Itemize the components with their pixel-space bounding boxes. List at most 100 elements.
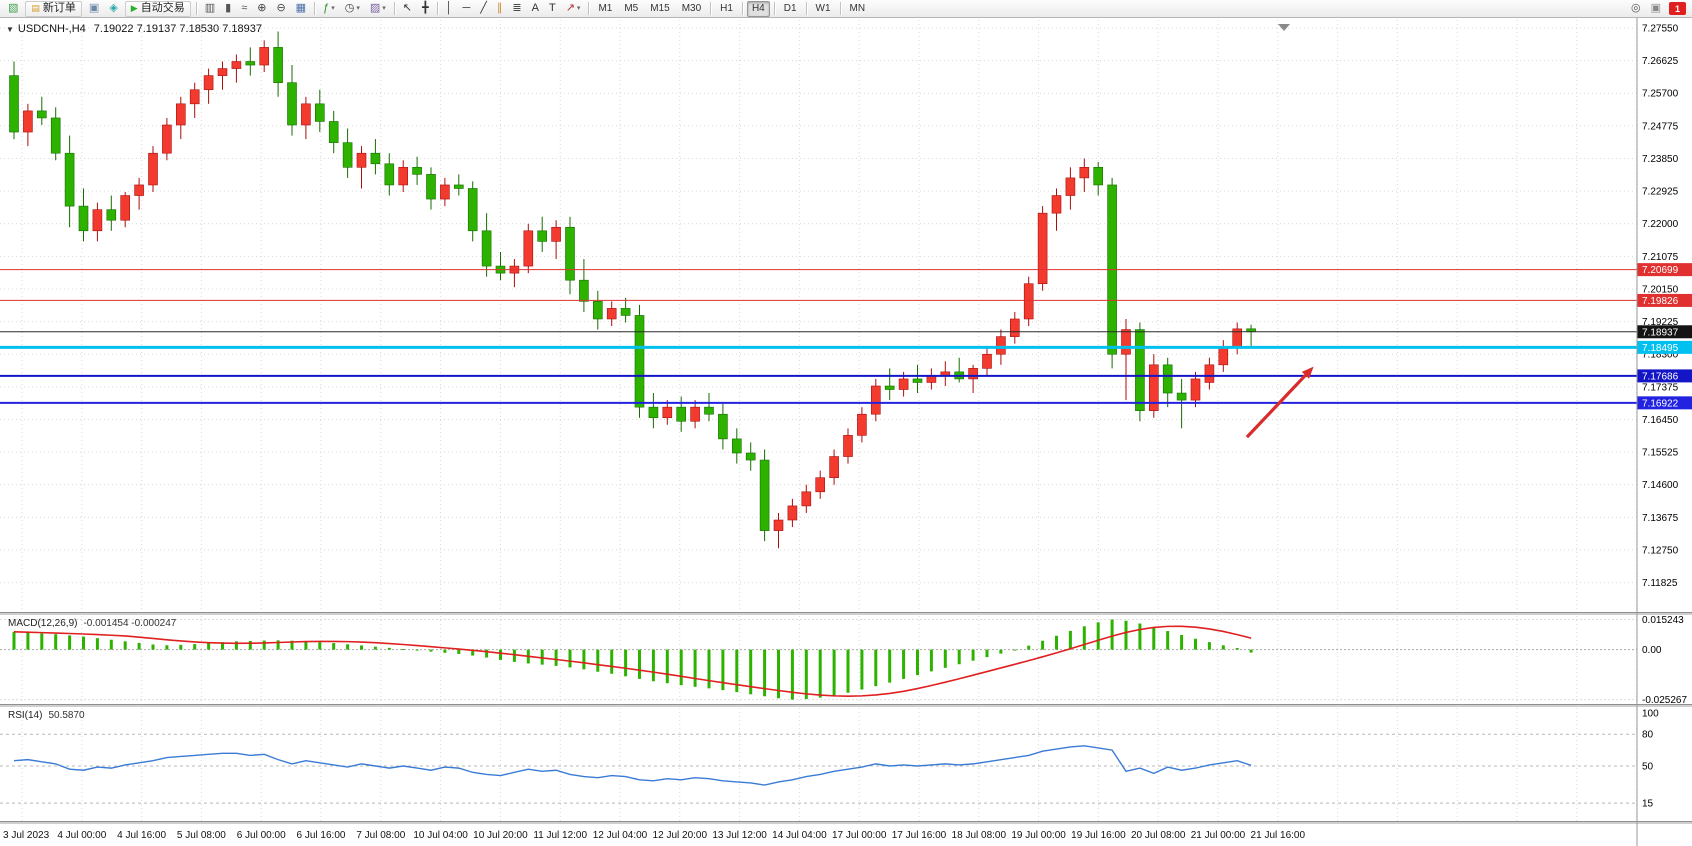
macd-histogram-bar (651, 649, 655, 682)
candle-body (384, 163, 395, 186)
chat-icon[interactable]: ▣ (1650, 2, 1661, 14)
macd-histogram-bar (1235, 648, 1239, 650)
chart-shift-marker[interactable] (1278, 24, 1290, 31)
arrow-annotation[interactable] (1245, 374, 1307, 439)
toolbar-separator (588, 2, 590, 15)
candle-body (426, 174, 436, 200)
candle-body (745, 452, 756, 461)
candle-body (203, 75, 214, 91)
macd-histogram-bar (1166, 631, 1170, 650)
periods-button-dropdown-icon[interactable]: ▾ (356, 5, 360, 12)
tile-windows-icon[interactable]: ▦ (295, 2, 307, 14)
macd-histogram-bar (1207, 642, 1211, 650)
timeframe-m1[interactable]: M1 (598, 2, 613, 14)
candle-body (676, 406, 687, 422)
candle-body (1023, 283, 1034, 320)
candlestick-chart-icon[interactable]: ▮ (225, 2, 232, 14)
candle-body (1065, 177, 1076, 196)
price-badge (1637, 369, 1692, 383)
macd-histogram-bar (193, 644, 197, 650)
macd-histogram-bar (457, 649, 461, 654)
indicators-button[interactable]: ƒ ▾ (323, 2, 335, 14)
price-badge (1637, 325, 1692, 339)
macd-axis-label: 0.015243 (1642, 615, 1684, 626)
new-chart-icon[interactable]: ▧ (8, 2, 19, 14)
macd-histogram-bar (1194, 638, 1197, 650)
arrows-icon[interactable]: ↗ ▾ (565, 2, 581, 14)
crosshair-icon[interactable]: ╋ (421, 2, 429, 14)
time-axis-label: 11 Jul 12:00 (533, 830, 587, 841)
time-axis-label: 12 Jul 20:00 (653, 830, 708, 841)
autotrading-button-label: 自动交易 (140, 2, 185, 14)
vertical-line-icon[interactable]: │ (445, 2, 453, 14)
line-chart-icon[interactable]: ≈ (241, 2, 248, 14)
chart-windows-icon[interactable]: ▣ (88, 2, 100, 14)
zoom-in-icon[interactable]: ⊕ (257, 2, 267, 14)
candle-body (481, 230, 492, 267)
candle-body (189, 89, 200, 105)
macd-histogram-bar (387, 647, 391, 650)
macd-histogram-bar (443, 649, 447, 653)
price-axis-label: 7.20150 (1642, 284, 1679, 295)
equidistant-channel-icon[interactable]: ∥ (496, 2, 503, 14)
metaeditor-icon[interactable]: ◈ (109, 2, 118, 14)
timeframe-h4[interactable]: H4 (746, 0, 770, 17)
macd-histogram-bar (12, 631, 16, 650)
price-badge (1637, 396, 1692, 410)
macd-histogram-bar (610, 649, 614, 674)
notification-badge[interactable]: 1 (1669, 2, 1686, 15)
candle-body (968, 368, 978, 380)
macd-histogram-bar (929, 649, 933, 672)
trendline-icon[interactable]: ╱ (480, 2, 487, 14)
price-axis-label: 7.17375 (1642, 382, 1679, 393)
macd-histogram-bar (346, 644, 350, 650)
search-icon[interactable]: ◎ (1630, 2, 1641, 14)
rsi-indicator-label: RSI(14) 50.5870 (8, 710, 85, 721)
periods-button[interactable]: ◷ ▾ (344, 2, 360, 14)
timeframe-m15[interactable]: M15 (650, 2, 670, 14)
templates-button-dropdown-icon[interactable]: ▾ (382, 5, 386, 12)
zoom-out-icon[interactable]: ⊖ (276, 2, 286, 14)
templates-button[interactable]: ▨ ▾ (369, 2, 386, 14)
candle-body (1037, 212, 1048, 285)
price-badge (1637, 340, 1692, 354)
time-axis-label: 10 Jul 04:00 (413, 830, 468, 841)
autotrading-button[interactable]: ▶ 自动交易 (124, 0, 191, 17)
candle-body (870, 385, 881, 415)
candle-body (1218, 346, 1229, 366)
timeframe-mn[interactable]: MN (849, 2, 866, 14)
candle-body (690, 406, 700, 422)
arrows-icon-dropdown-icon[interactable]: ▾ (576, 5, 581, 12)
candle-body (773, 519, 784, 531)
candle-body (884, 385, 895, 390)
macd-histogram-bar (804, 649, 808, 700)
timeframe-h1[interactable]: H1 (720, 2, 733, 14)
symbol-dropdown-icon[interactable]: ▼ (6, 25, 14, 34)
indicators-button-dropdown-icon[interactable]: ▾ (331, 5, 335, 12)
price-badge-label: 7.20699 (1642, 265, 1679, 276)
candle-body (857, 413, 867, 436)
price-axis-label: 7.22000 (1642, 219, 1679, 230)
bar-chart-icon[interactable]: ▥ (204, 2, 216, 14)
text-label-icon[interactable]: T (548, 2, 556, 14)
timeframe-d1[interactable]: D1 (783, 2, 797, 14)
horizontal-line-icon[interactable]: ─ (462, 2, 471, 14)
timeframe-w1[interactable]: W1 (815, 2, 831, 14)
macd-histogram-bar (985, 649, 989, 658)
new-order-button[interactable]: ▤ 新订单 (25, 0, 82, 17)
timeframe-m5[interactable]: M5 (624, 2, 639, 14)
candle-body (245, 61, 256, 66)
cursor-icon[interactable]: ↖ (402, 2, 412, 14)
candle-body (398, 167, 409, 186)
time-axis-label: 3 Jul 2023 (3, 830, 50, 841)
fibonacci-icon[interactable]: ≣ (512, 2, 522, 14)
macd-histogram-bar (1055, 635, 1058, 650)
macd-histogram-bar (735, 649, 739, 693)
macd-histogram-bar (999, 649, 1003, 654)
candle-body (9, 75, 19, 133)
timeframe-m30[interactable]: M30 (681, 2, 702, 14)
macd-histogram-bar (860, 649, 864, 690)
text-icon[interactable]: A (531, 2, 539, 14)
macd-histogram-bar (262, 640, 266, 650)
toolbar-separator (773, 2, 775, 15)
